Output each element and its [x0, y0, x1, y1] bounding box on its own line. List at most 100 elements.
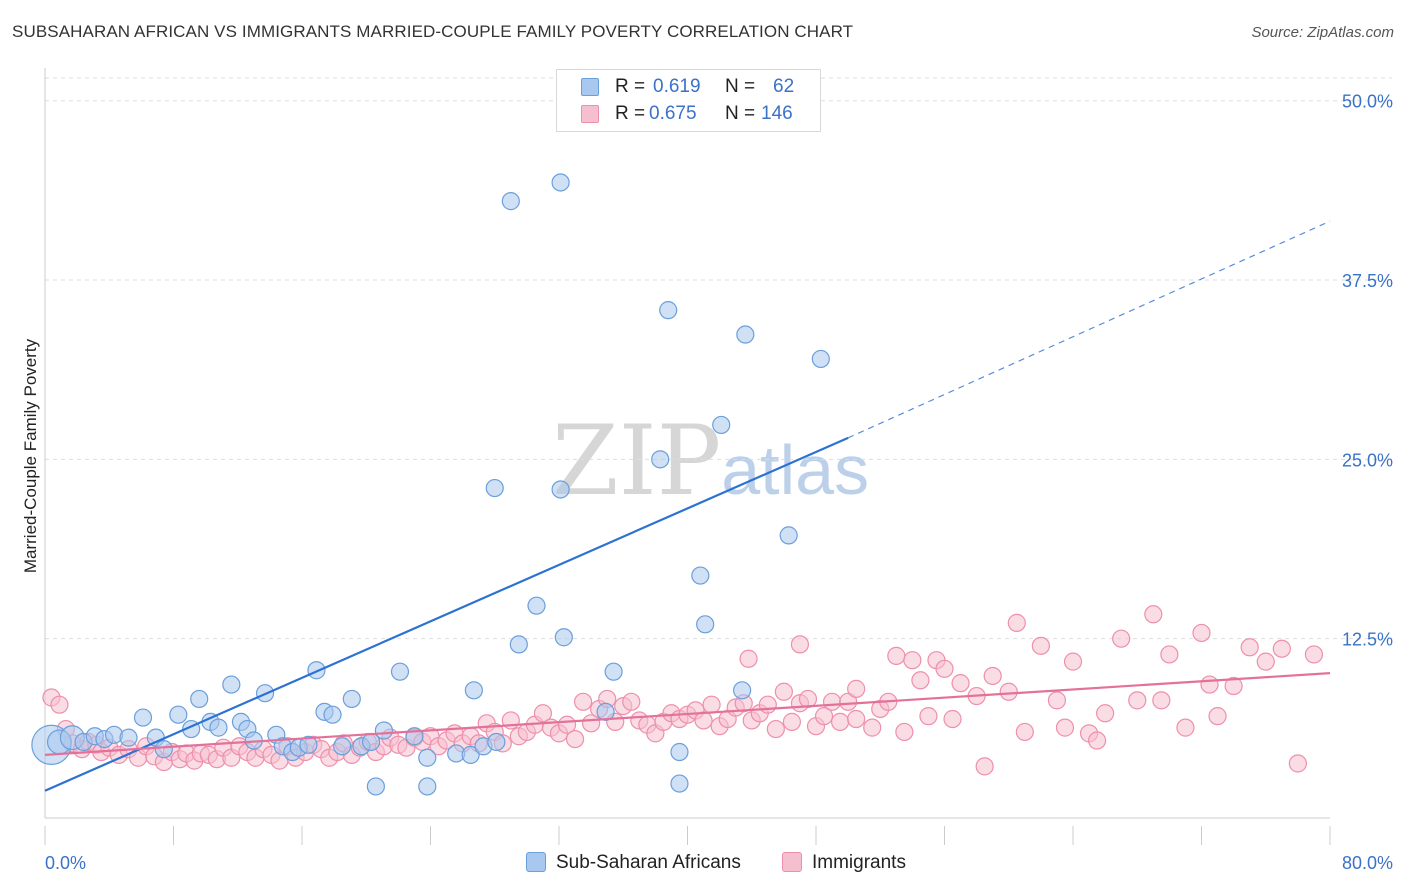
subsaharan-point [342, 689, 361, 709]
subsaharan-point [299, 735, 318, 754]
immigrant-point [573, 692, 593, 711]
legend-n-label: N = [725, 76, 756, 97]
legend: R = 0.619 N = 62 R = 0.675 N = 146 [556, 69, 821, 132]
immigrant-point [622, 692, 641, 711]
subsaharan-point [418, 777, 437, 796]
subsaharan-point [485, 478, 504, 498]
subsaharan-point [190, 689, 209, 709]
immigrant-point [983, 666, 1002, 686]
y-tick-label: 37.5% [1342, 271, 1393, 291]
legend-n-label: N = [725, 103, 756, 124]
immigrant-point [1087, 731, 1107, 750]
immigrant-point [935, 659, 954, 678]
immigrant-point [702, 695, 721, 714]
immigrant-point [565, 729, 585, 749]
subsaharan-point [670, 774, 689, 793]
immigrant-point [911, 671, 930, 690]
immigrant-point [1176, 718, 1195, 737]
immigrant-point [1144, 605, 1163, 624]
bottom-legend-subsaharan: Sub-Saharan Africans [526, 852, 741, 874]
subsaharan-point [501, 192, 520, 211]
immigrant-point [895, 722, 914, 742]
subsaharan-point [487, 732, 506, 752]
bottom-legend-immigrants: Immigrants [782, 852, 906, 874]
subsaharan-point [527, 596, 546, 615]
subsaharan-point [209, 718, 228, 737]
immigrant-point [1304, 645, 1324, 664]
immigrant-point [951, 674, 970, 693]
chart-title: SUBSAHARAN AFRICAN VS IMMIGRANTS MARRIED… [12, 22, 854, 41]
immigrant-point [1272, 639, 1291, 658]
subsaharan-point [366, 777, 385, 796]
subsaharan-point [551, 480, 570, 499]
subsaharan-point [169, 705, 188, 724]
legend-swatch-blue [581, 78, 599, 96]
subsaharan-point [119, 728, 138, 747]
immigrant-point [1160, 645, 1179, 664]
subsaharan-point [736, 325, 755, 344]
bottom-legend-swatch-pink [782, 852, 802, 872]
bottom-legend-label: Sub-Saharan Africans [556, 852, 741, 873]
subsaharan-point [333, 737, 352, 756]
subsaharan-point [222, 675, 241, 694]
immigrants-trendline [44, 672, 1331, 756]
immigrant-point [739, 649, 758, 668]
subsaharan-point [733, 681, 752, 700]
immigrant-point [774, 682, 793, 701]
immigrant-point [847, 709, 866, 729]
immigrant-point [975, 757, 994, 776]
immigrant-point [830, 712, 850, 731]
immigrant-point [1063, 652, 1083, 671]
legend-swatch-pink [581, 105, 599, 123]
subsaharan-point [779, 526, 798, 545]
immigrant-point [1031, 636, 1050, 655]
immigrant-point [694, 711, 713, 730]
immigrant-point [1200, 675, 1219, 694]
subsaharan-point [418, 748, 437, 767]
subsaharan-point [659, 301, 678, 320]
subsaharan-point [374, 721, 394, 740]
immigrant-point [1256, 652, 1275, 671]
subsaharan-point [154, 740, 173, 759]
subsaharan-point [461, 745, 480, 764]
subsaharan-point [464, 681, 483, 700]
immigrant-point [1007, 613, 1026, 632]
source-credit: Source: ZipAtlas.com [1251, 24, 1394, 41]
immigrant-point [758, 695, 777, 714]
legend-n-value: 62 [773, 76, 795, 97]
subsaharan-point [307, 661, 326, 680]
subsaharan-trendline [44, 436, 849, 792]
immigrant-point [1128, 691, 1147, 710]
immigrant-point [814, 707, 834, 726]
x-tick-label: 80.0% [1342, 853, 1393, 873]
immigrant-point [1208, 707, 1227, 726]
immigrant-point [1240, 638, 1259, 657]
immigrant-point [943, 709, 962, 729]
subsaharan-point [696, 615, 715, 634]
subsaharan-point [323, 705, 342, 724]
immigrant-point [1192, 623, 1211, 643]
y-tick-label: 50.0% [1342, 92, 1393, 112]
legend-r-value: 0.619 [653, 76, 701, 97]
immigrant-point [1055, 718, 1075, 737]
subsaharan-point [811, 349, 830, 369]
x-tick-label: 0.0% [45, 853, 86, 873]
immigrant-point [1047, 691, 1067, 710]
immigrant-point [798, 689, 818, 709]
immigrant-point [1288, 754, 1307, 773]
subsaharan-point [554, 628, 573, 647]
subsaharan-point [670, 742, 689, 762]
subsaharan-point [604, 662, 623, 681]
legend-r-label: R = [615, 103, 646, 124]
subsaharan-point [651, 450, 670, 469]
bottom-legend-label: Immigrants [812, 852, 906, 873]
immigrant-point [887, 646, 906, 665]
immigrant-point [863, 718, 882, 737]
immigrant-point [847, 679, 866, 698]
immigrant-point [999, 682, 1018, 701]
immigrant-point [1112, 629, 1131, 648]
immigrant-point [919, 707, 938, 726]
immigrant-point [1015, 722, 1034, 742]
subsaharan-series [31, 173, 830, 796]
